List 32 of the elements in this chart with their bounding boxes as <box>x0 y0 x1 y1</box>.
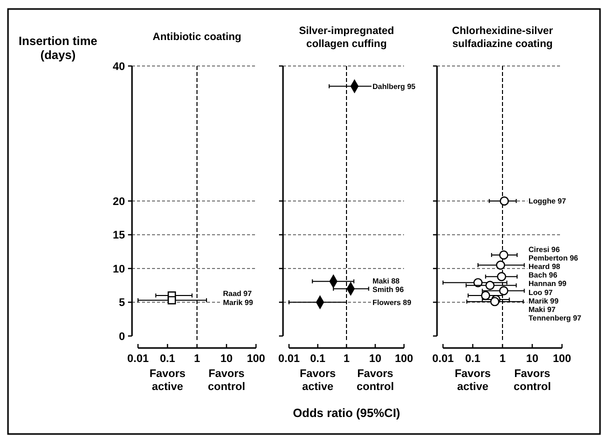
x-tick-label: 10 <box>369 353 382 365</box>
x-tick-label: 1 <box>343 353 350 365</box>
y-tick-label: 20 <box>112 196 125 208</box>
y-tick-label: 10 <box>112 263 125 276</box>
x-tick-label: 100 <box>246 353 266 365</box>
x-tick-label: 0.01 <box>278 353 300 365</box>
y-axis-title: Insertion time (days) <box>18 34 98 62</box>
chart-title: Chlorhexidine-silver sulfadiazine coating <box>452 25 553 50</box>
x-tick-label: 0.01 <box>127 353 149 365</box>
x-tick-label: 0.1 <box>160 353 176 365</box>
text: Favors active <box>454 368 491 393</box>
chart-title: Silver-impregnated collagen cuffing <box>298 25 394 50</box>
text: Favors control <box>208 368 246 393</box>
x-tick-label: 100 <box>394 353 414 365</box>
x-tick-label: 0.1 <box>310 353 326 365</box>
text: Favors active <box>300 368 336 393</box>
x-tick-label: 1 <box>499 353 506 365</box>
x-tick-label: 10 <box>526 353 538 365</box>
text: Favors control <box>514 368 551 393</box>
y-tick-label: 0 <box>118 330 125 343</box>
text: Favors active <box>149 368 186 393</box>
x-tick-label: 10 <box>220 353 233 365</box>
x-tick-label: 100 <box>552 353 572 365</box>
x-tick-label: 1 <box>194 353 200 365</box>
y-tick-label: 40 <box>112 60 125 73</box>
x-tick-label: 0.1 <box>465 353 480 365</box>
x-tick-label: 0.01 <box>432 353 454 365</box>
y-tick-label: 5 <box>118 297 125 310</box>
y-tick-label: 15 <box>112 230 125 242</box>
text: Favors control <box>356 368 394 393</box>
x-axis-title: Odds ratio (95%CI) <box>292 406 400 420</box>
chart-title: Antibiotic coating <box>152 31 242 43</box>
